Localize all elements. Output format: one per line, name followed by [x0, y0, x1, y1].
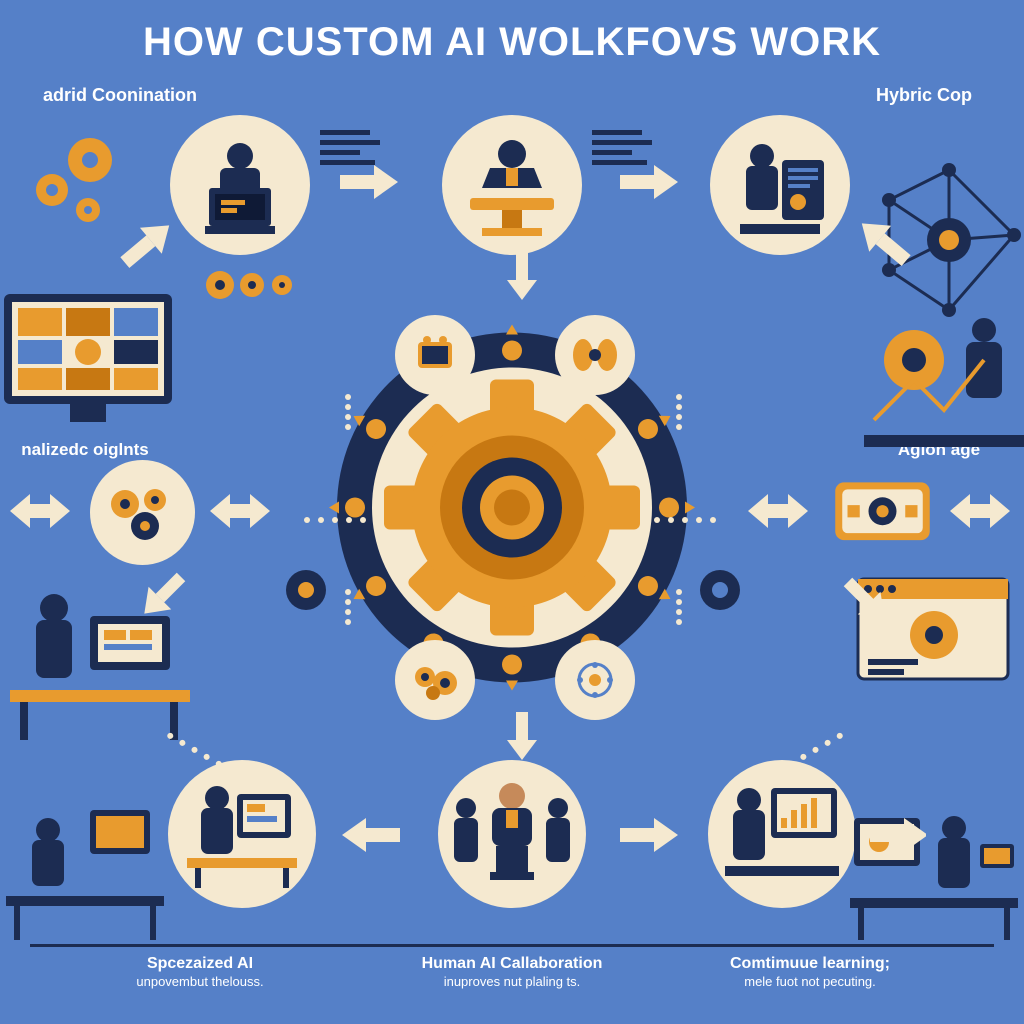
baseline-rule [30, 944, 994, 947]
arrow-icon [507, 712, 537, 762]
dots-connector [345, 585, 351, 629]
arrow-icon [870, 818, 926, 852]
top-node-1 [170, 115, 310, 255]
bottom-node-2 [438, 760, 586, 908]
label-top-right: Hybric Cop [824, 85, 1024, 106]
bottom-node-1 [168, 760, 316, 908]
arrow-icon [620, 165, 680, 199]
sat-node-tr [555, 315, 635, 395]
double-arrow-icon [210, 494, 280, 528]
dashboard-icon [0, 290, 180, 435]
sat-node-tl [395, 315, 475, 395]
top-node-3 [710, 115, 850, 255]
dots-connector [676, 585, 682, 629]
mid-right-node [830, 460, 935, 565]
caption-1: Spcezaized AIunpovembut thelouss. [50, 955, 350, 991]
person-gear-scene [854, 300, 1024, 465]
small-gear-icon [690, 560, 750, 625]
sat-node-bl [395, 640, 475, 720]
caption-3: Comtimuue learning;mele fuot not pecutin… [660, 955, 960, 991]
arrow-icon [620, 818, 680, 852]
dots-connector [345, 390, 351, 434]
central-gear-icon [322, 318, 702, 703]
dots-connector [676, 390, 682, 434]
small-gear-icon [276, 560, 336, 625]
dots-connector [780, 724, 850, 775]
label-top-left: adrid Coonination [0, 85, 240, 106]
mid-left-node [90, 460, 195, 565]
top-node-2 [442, 115, 582, 255]
label-mid-left: nalizedc oiglnts [0, 440, 170, 460]
page-title: HOW CUSTOM AI WOLKFOVS WORK [0, 20, 1024, 65]
double-arrow-icon [950, 494, 1014, 528]
arrow-icon [340, 165, 400, 199]
double-arrow-icon [10, 494, 74, 528]
desk-scene-left [0, 800, 170, 955]
gear-cluster-icon [20, 130, 140, 245]
double-arrow-icon [748, 494, 818, 528]
arrow-icon [507, 252, 537, 302]
dots-connector [300, 510, 370, 528]
dots-connector [650, 510, 720, 528]
gear-row-icon [200, 260, 320, 315]
sat-node-br [555, 640, 635, 720]
arrow-icon [340, 818, 400, 852]
caption-2: Human AI Callaborationinuproves nut plal… [362, 955, 662, 991]
bottom-node-3 [708, 760, 856, 908]
